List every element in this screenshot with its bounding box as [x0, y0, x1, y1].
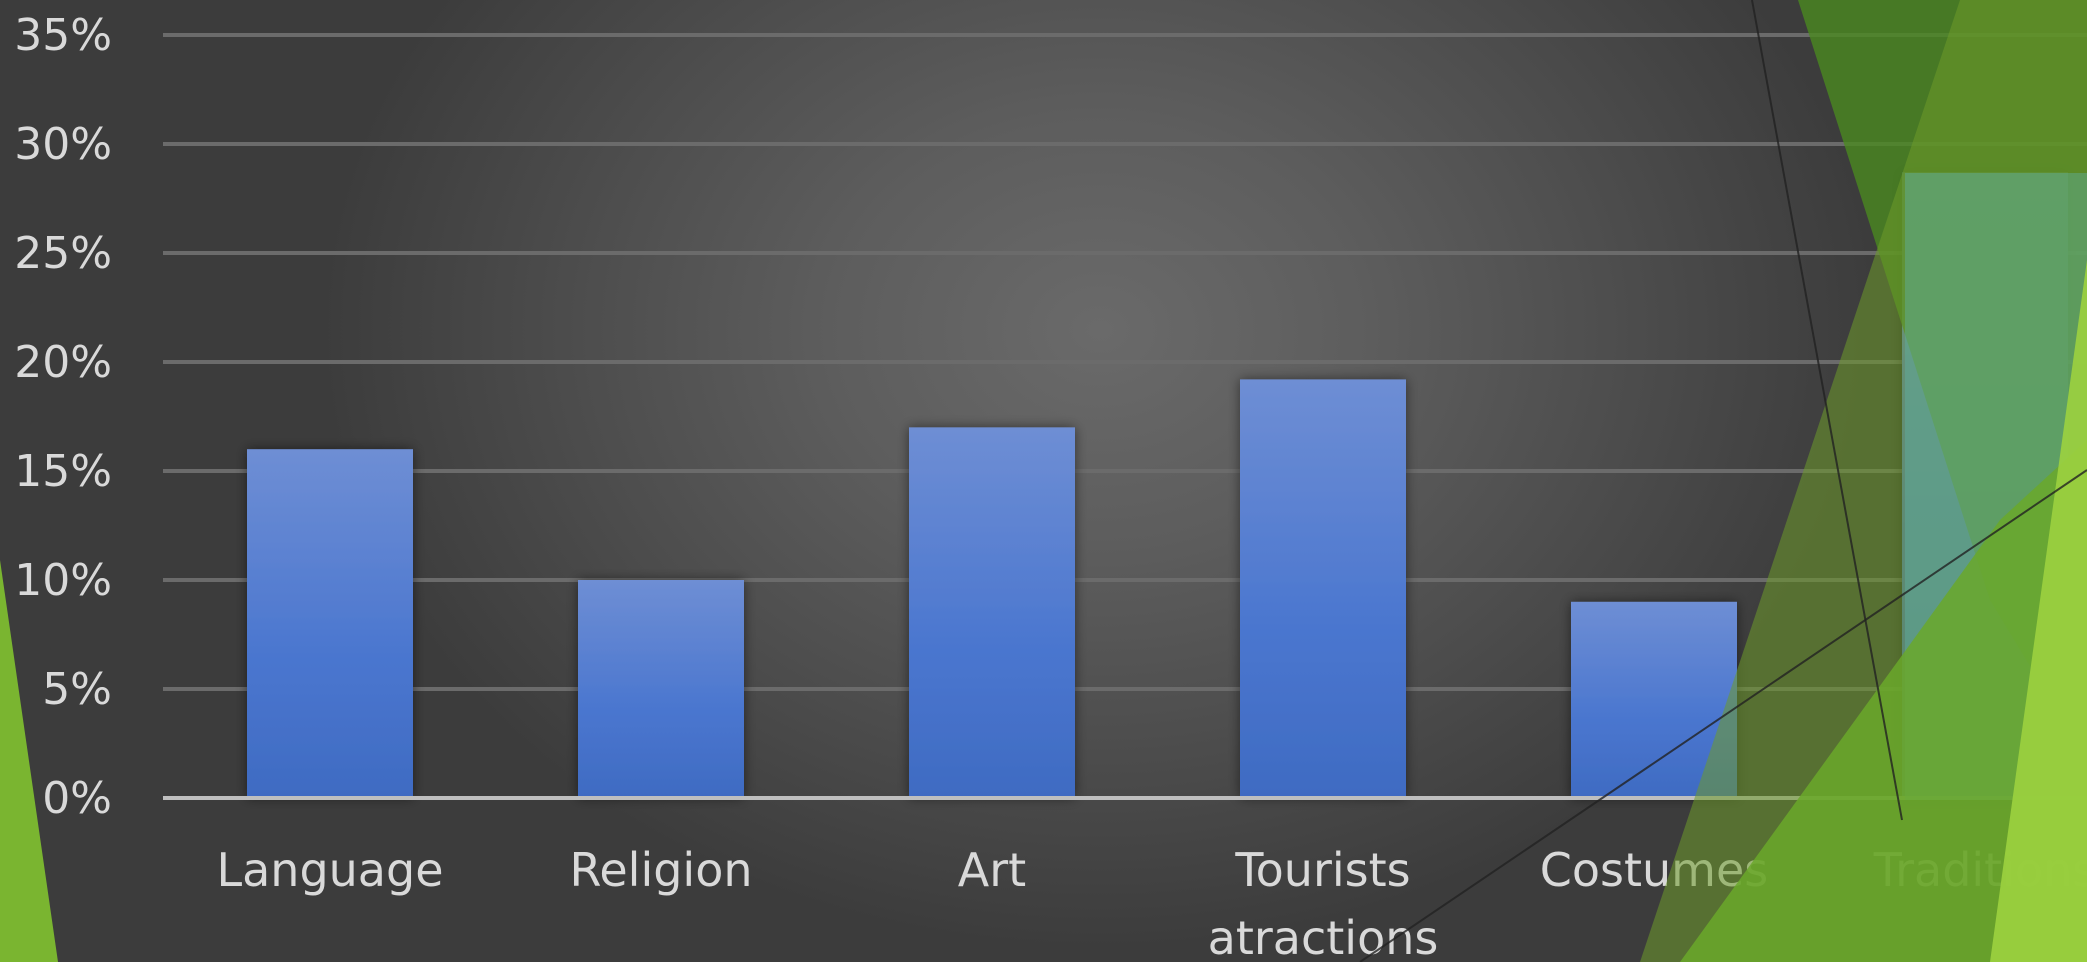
y-axis-tick-labels: 0% 5% 10% 15% 20% 25% 30% 35%	[14, 10, 112, 824]
y-tick-label: 15%	[14, 446, 112, 497]
x-category-label: Tourists	[1234, 843, 1410, 897]
decor-facet-left	[0, 560, 58, 962]
bar-religion	[578, 580, 744, 798]
decor-line-2	[1359, 469, 2087, 962]
y-tick-label: 20%	[14, 337, 112, 388]
y-tick-label: 25%	[14, 228, 112, 279]
y-tick-label: 0%	[42, 773, 112, 824]
y-tick-label: 35%	[14, 10, 112, 61]
x-category-label: Religion	[569, 843, 752, 897]
y-tick-label: 10%	[14, 555, 112, 606]
bar-language	[247, 449, 413, 798]
bar-art	[909, 427, 1075, 798]
y-tick-label: 30%	[14, 119, 112, 170]
gridlines	[163, 33, 2087, 691]
decor-facet-lime	[1990, 260, 2087, 962]
x-category-label: Language	[216, 843, 443, 897]
bar-tourists-atractions	[1240, 379, 1406, 798]
x-category-label: atractions	[1208, 911, 1439, 962]
decor-line-1	[1751, 0, 1903, 821]
decor-facet-bright	[1680, 440, 2087, 962]
x-category-label: Art	[958, 843, 1026, 897]
y-tick-label: 5%	[42, 664, 112, 715]
